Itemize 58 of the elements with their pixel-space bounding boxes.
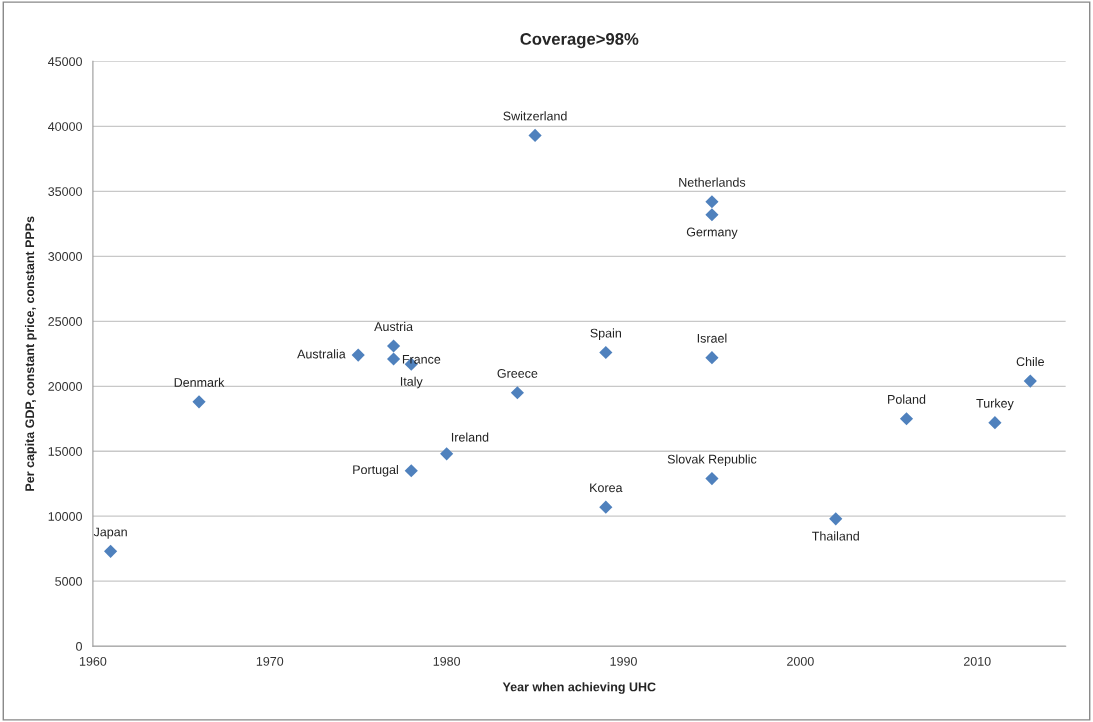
point: [386, 352, 401, 366]
annotation: Austria: [374, 321, 414, 332]
point: [104, 544, 118, 558]
point: [705, 471, 719, 486]
x-axis-title: Year when achieving UHC: [502, 682, 656, 694]
point: [599, 345, 613, 360]
annotation: Korea: [590, 483, 623, 493]
x-tick-label: 1970: [256, 656, 284, 666]
annotation: Germany: [686, 227, 738, 239]
y-tick-label: 10000: [48, 512, 82, 521]
x-tick-label: 2010: [963, 656, 991, 666]
x-tick-label: 1960: [79, 656, 107, 666]
point: [404, 464, 418, 478]
y-tick-label: 15000: [48, 447, 82, 456]
annotation: Portugal: [353, 464, 398, 477]
y-tick-label: 40000: [48, 122, 82, 131]
annotation: Spain: [590, 328, 621, 340]
point: [599, 500, 613, 514]
annotation: Turkey: [976, 398, 1014, 411]
point: [829, 512, 843, 526]
annotation: Ireland: [451, 432, 489, 442]
point: [386, 339, 401, 353]
annotation: Netherlands: [679, 177, 746, 187]
point: [705, 195, 719, 209]
annotation: Chile: [1016, 356, 1044, 367]
y-tick-label: 35000: [48, 187, 82, 196]
annotation: Slovak Republic: [667, 454, 757, 467]
annotation: Israel: [697, 333, 727, 343]
annotation: Denmark: [174, 377, 225, 387]
y-tick-label: 25000: [48, 317, 82, 326]
point: [1023, 374, 1037, 388]
y-axis-title: Per capita GDP, constant price, constant PPPs: [24, 216, 37, 491]
point: [705, 208, 719, 222]
point: [528, 128, 542, 143]
point: [899, 412, 914, 426]
annotation: Australia: [297, 349, 346, 359]
chart-title: Coverage>98%: [520, 33, 639, 49]
point: [988, 416, 1002, 430]
point: [705, 351, 719, 365]
annotation: Italy: [400, 376, 423, 389]
point: [510, 386, 524, 400]
x-tick-label: 1990: [610, 656, 637, 666]
y-tick-label: 30000: [48, 252, 82, 261]
annotation: Greece: [497, 368, 538, 378]
point: [192, 395, 206, 409]
x-tick-label: 1980: [433, 656, 461, 666]
point: [351, 348, 365, 362]
annotation: Poland: [888, 394, 926, 404]
annotation: Thailand: [812, 531, 859, 541]
annotation: Japan: [93, 527, 127, 539]
point: [440, 447, 454, 461]
y-tick-label: 45000: [48, 57, 82, 67]
y-tick-label: 0: [76, 641, 82, 651]
annotation: France: [402, 355, 441, 364]
x-tick-label: 2000: [787, 656, 814, 666]
y-tick-label: 5000: [55, 577, 82, 586]
annotation: Switzerland: [503, 111, 567, 121]
y-tick-label: 20000: [48, 382, 82, 391]
